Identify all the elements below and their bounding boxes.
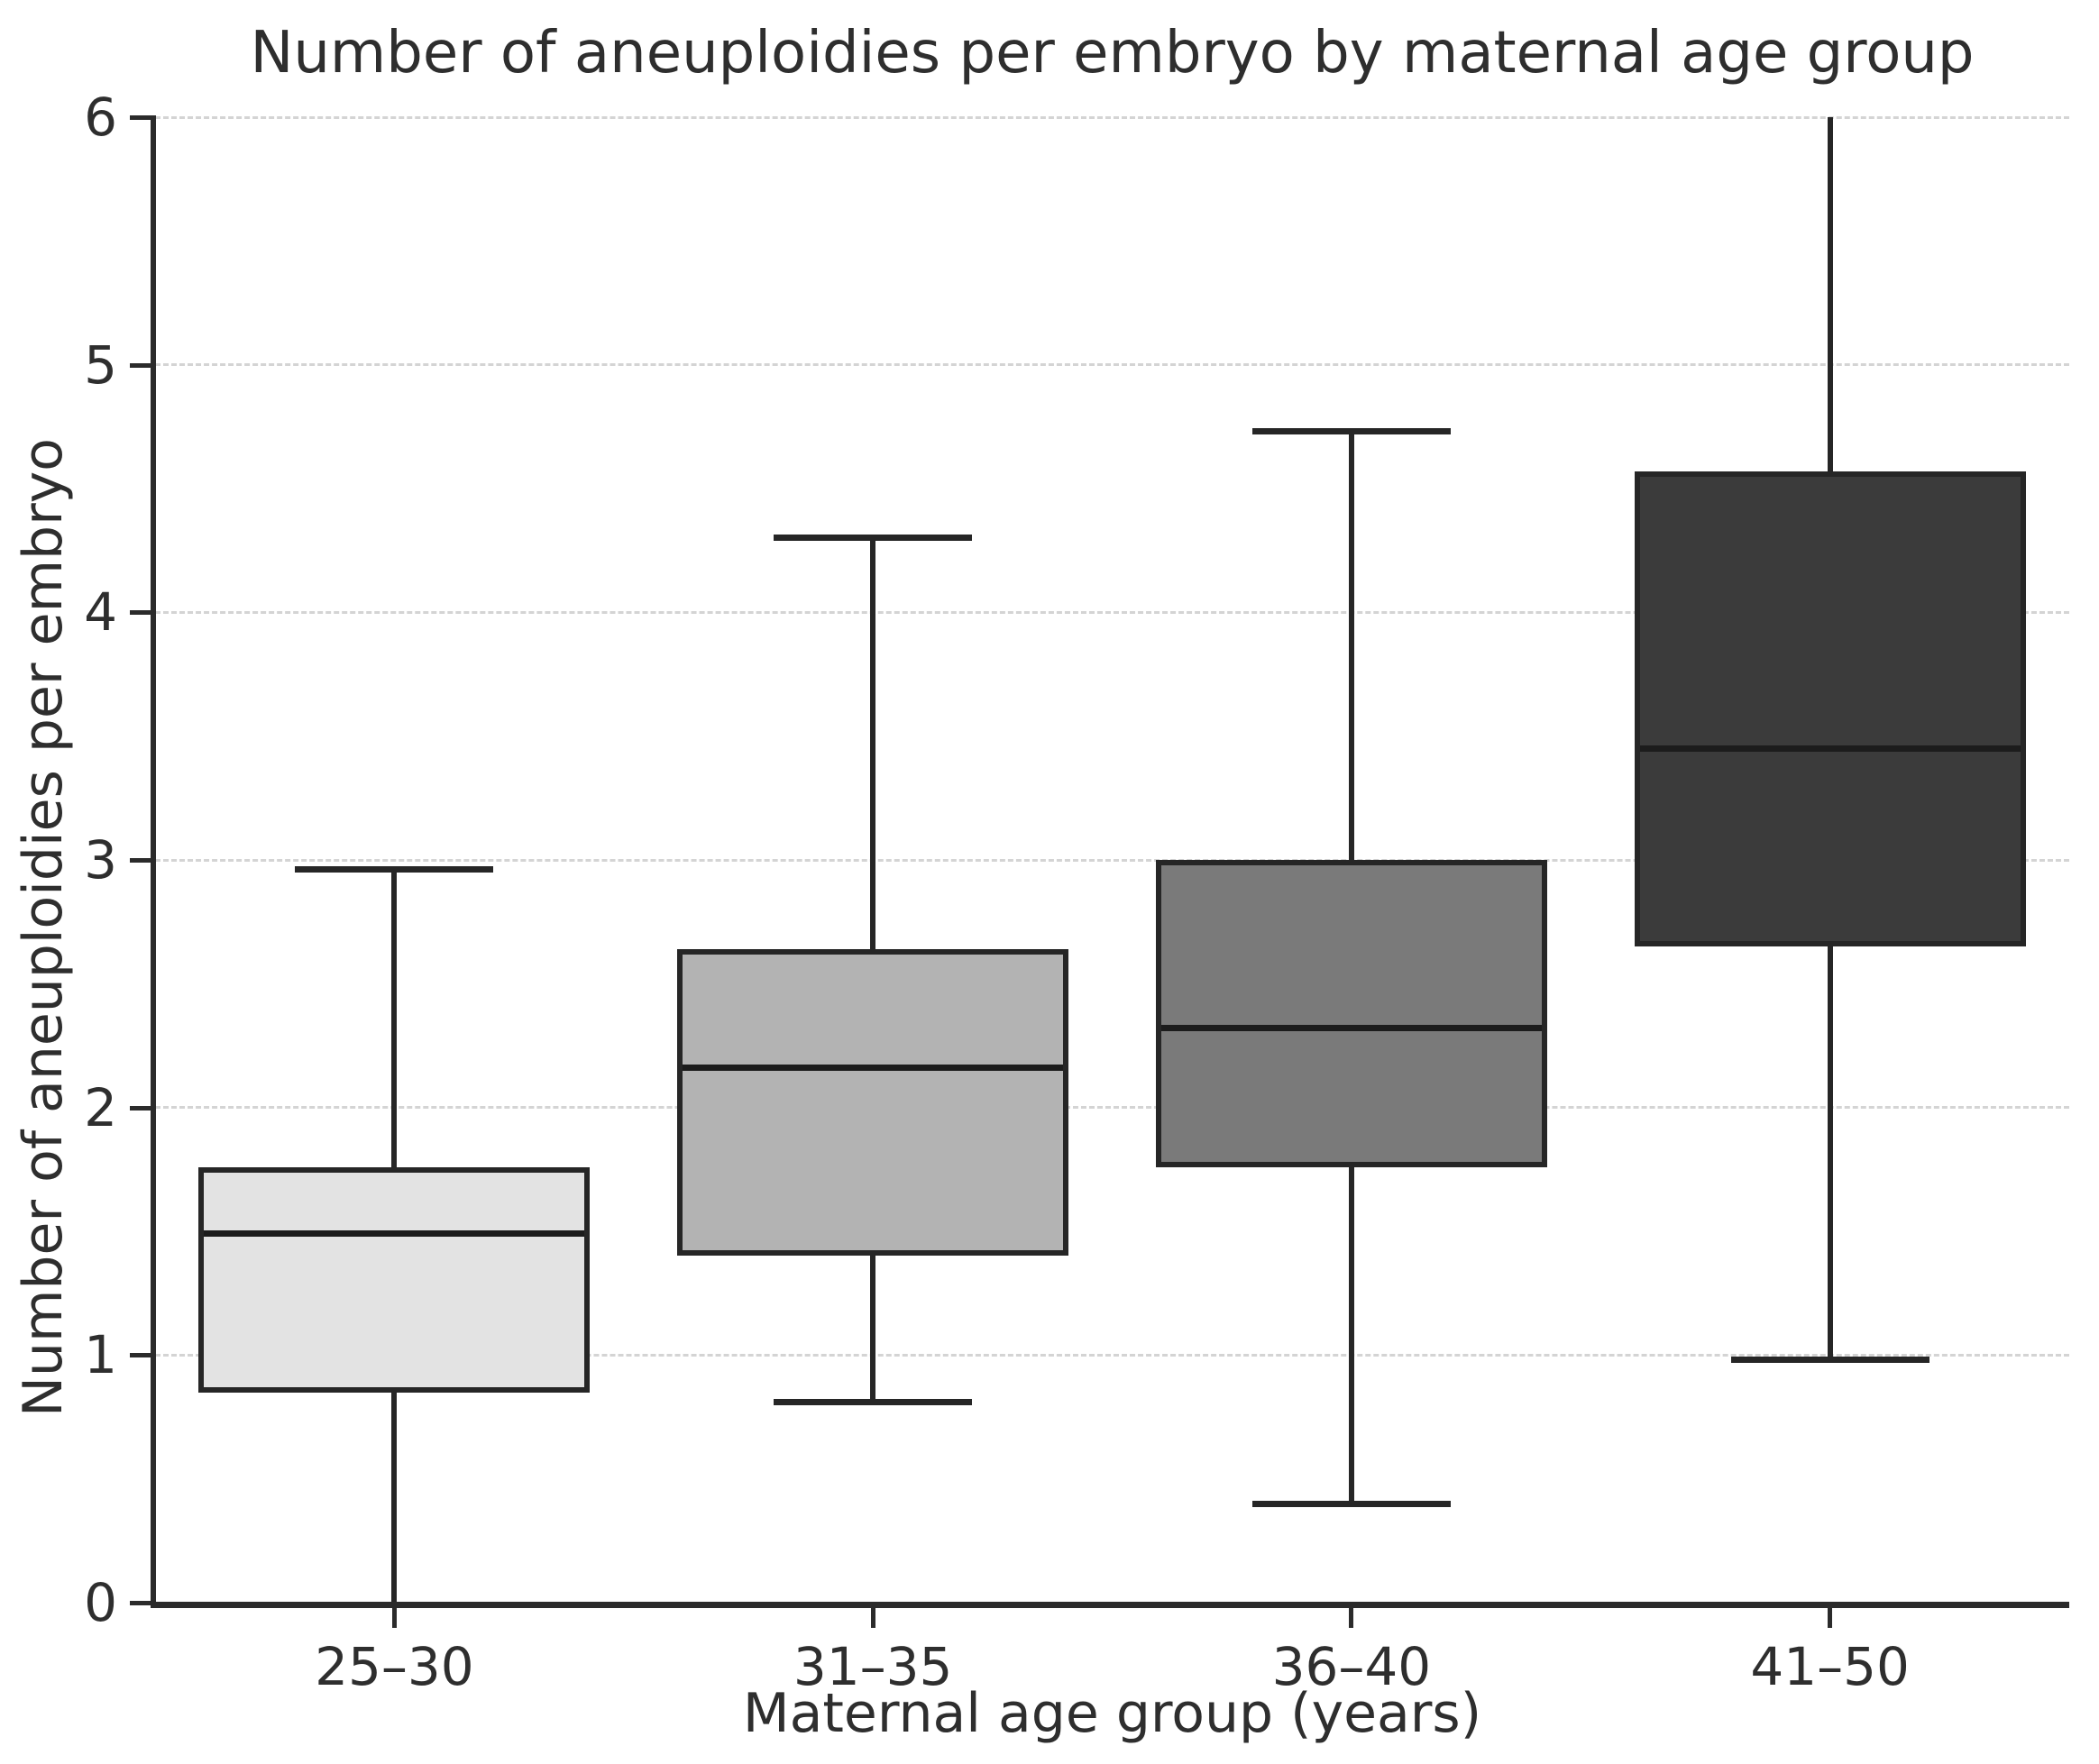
- y-tickmark-1: [130, 1353, 151, 1358]
- x-tickmark-0: [391, 1608, 397, 1628]
- y-tickmark-5: [130, 362, 151, 368]
- gridline-y6: [155, 115, 2069, 119]
- median-1: [683, 1065, 1064, 1072]
- y-tick-label-0: 0: [84, 1572, 117, 1633]
- chart-title: Number of aneuploidies per embryo by mat…: [250, 20, 1975, 87]
- y-tick-label-3: 3: [84, 829, 117, 891]
- y-tick-label-5: 5: [84, 334, 117, 396]
- x-tick-label-2: 36–40: [1271, 1636, 1432, 1697]
- box-2: [1155, 860, 1547, 1167]
- whisker-cap-lower-2: [1251, 1500, 1451, 1507]
- median-0: [204, 1230, 585, 1238]
- x-axis-label: Maternal age group (years): [742, 1682, 1482, 1745]
- gridline-y2: [155, 1106, 2069, 1110]
- median-2: [1160, 1025, 1542, 1032]
- y-tick-label-1: 1: [84, 1324, 117, 1386]
- whisker-lower-2: [1348, 1166, 1354, 1504]
- whisker-lower-1: [870, 1256, 876, 1403]
- y-tick-label-4: 4: [84, 581, 117, 644]
- whisker-cap-upper-2: [1251, 428, 1451, 435]
- y-tickmark-6: [130, 115, 151, 120]
- whisker-upper-1: [870, 537, 876, 949]
- y-axis-label: Number of aneuploidies per embryo: [11, 252, 76, 1603]
- y-tickmark-2: [130, 1105, 151, 1110]
- gridline-y4: [155, 610, 2069, 614]
- x-tick-label-1: 31–35: [793, 1636, 953, 1697]
- x-tickmark-3: [1828, 1608, 1833, 1628]
- x-tick-label-3: 41–50: [1750, 1636, 1910, 1697]
- x-tickmark-2: [1349, 1608, 1354, 1628]
- whisker-cap-lower-1: [774, 1399, 973, 1406]
- median-3: [1639, 745, 2021, 752]
- y-tickmark-0: [130, 1601, 151, 1605]
- whisker-lower-3: [1827, 946, 1833, 1360]
- box-3: [1634, 471, 2026, 947]
- whisker-cap-upper-1: [774, 535, 973, 542]
- gridline-y1: [155, 1353, 2069, 1357]
- whisker-upper-2: [1348, 431, 1354, 860]
- whisker-cap-upper-0: [295, 866, 494, 873]
- whisker-upper-3: [1827, 117, 1833, 471]
- y-tick-label-6: 6: [84, 87, 117, 148]
- y-tickmark-3: [130, 858, 151, 863]
- gridline-y3: [155, 858, 2069, 862]
- y-axis-label-text: Number of aneuploidies per embryo: [12, 438, 75, 1417]
- y-tick-label-2: 2: [84, 1076, 117, 1138]
- left-spine: [151, 115, 156, 1608]
- x-tickmark-1: [870, 1608, 875, 1628]
- x-tick-label-0: 25–30: [315, 1636, 474, 1697]
- y-tickmark-4: [130, 610, 151, 616]
- gridline-y5: [155, 363, 2069, 367]
- whisker-lower-0: [391, 1392, 398, 1603]
- bottom-spine: [151, 1602, 2069, 1608]
- box-0: [198, 1166, 591, 1393]
- whisker-cap-lower-3: [1730, 1357, 1929, 1364]
- box-1: [677, 948, 1069, 1257]
- whisker-upper-0: [391, 869, 398, 1167]
